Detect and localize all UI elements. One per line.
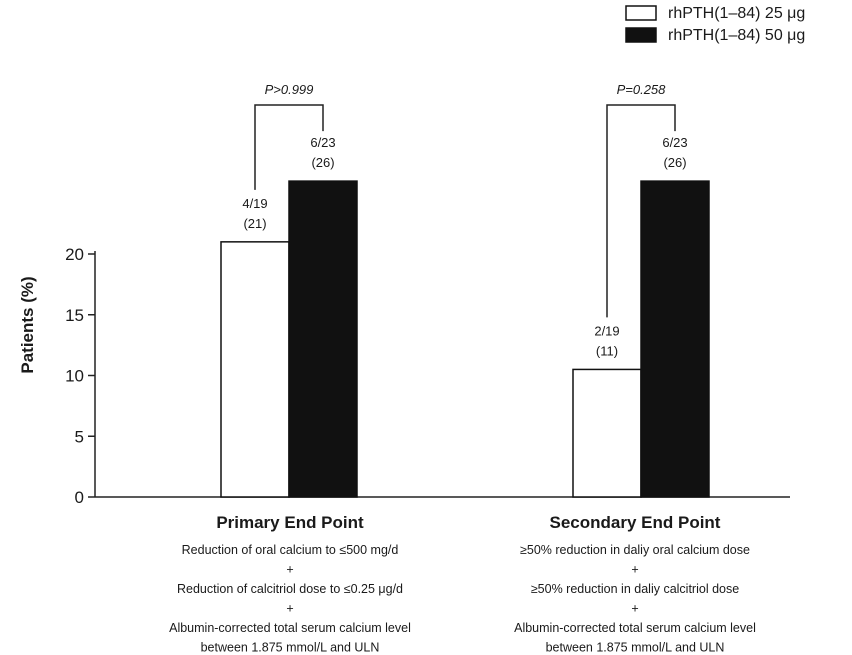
- category-description-line: Reduction of calcitriol dose to ≤0.25 μg…: [177, 582, 403, 596]
- bar-count-label: 6/23: [662, 135, 687, 150]
- y-axis: 0 5 10 15 20 Patients (%): [18, 245, 790, 507]
- category-description-line: +: [286, 563, 293, 577]
- bar-percent-label: (26): [311, 155, 334, 170]
- bar: [640, 180, 710, 498]
- category-label: Secondary End Point: [550, 513, 721, 532]
- category-label: Primary End Point: [216, 513, 364, 532]
- y-tick-label: 0: [75, 488, 84, 507]
- category-description-line: ≥50% reduction in daliy calcitriol dose: [531, 582, 739, 596]
- bar-count-label: 6/23: [310, 135, 335, 150]
- comparison-bracket: [254, 104, 324, 190]
- y-tick-label: 20: [65, 245, 84, 264]
- bars-group: [220, 180, 710, 498]
- category-description-line: +: [286, 602, 293, 616]
- bar: [220, 241, 290, 498]
- bar-percent-label: (11): [596, 343, 618, 358]
- category-description-line: Reduction of oral calcium to ≤500 mg/d: [182, 543, 399, 557]
- bar-count-label: 4/19: [242, 196, 267, 211]
- p-value-label: P>0.999: [265, 82, 314, 97]
- bar: [572, 368, 642, 498]
- legend-label: rhPTH(1–84) 50 μg: [668, 27, 805, 44]
- legend-swatch: [625, 5, 657, 21]
- category-description-line: ≥50% reduction in daliy oral calcium dos…: [520, 543, 750, 557]
- legend-swatch: [625, 27, 657, 43]
- legend: rhPTH(1–84) 25 μg rhPTH(1–84) 50 μg: [625, 5, 805, 44]
- bar-percent-label: (21): [243, 216, 266, 231]
- y-tick-label: 10: [65, 367, 84, 386]
- category-description-line: between 1.875 mmol/L and ULN: [201, 641, 380, 655]
- y-tick-label: 5: [75, 427, 84, 446]
- legend-label: rhPTH(1–84) 25 μg: [668, 5, 805, 22]
- category-description-line: between 1.875 mmol/L and ULN: [546, 641, 725, 655]
- y-tick-label: 15: [65, 306, 84, 325]
- comparison-bracket: [606, 104, 676, 318]
- bar: [288, 180, 358, 498]
- annotations-group: 4/19 (21) 2/19 (11) 6/23 (26) 6/23 (26) P>0.999 P…: [242, 82, 687, 358]
- x-categories: Primary End Point Reduction of oral calci…: [169, 513, 756, 655]
- category-description-line: Albumin-corrected total serum calcium le…: [169, 621, 411, 635]
- category-description-line: +: [631, 563, 638, 577]
- bar-percent-label: (26): [663, 155, 686, 170]
- y-axis-title: Patients (%): [18, 276, 37, 373]
- bar-count-label: 2/19: [594, 323, 619, 338]
- category-description-line: +: [631, 602, 638, 616]
- p-value-label: P=0.258: [617, 82, 667, 97]
- category-description-line: Albumin-corrected total serum calcium le…: [514, 621, 756, 635]
